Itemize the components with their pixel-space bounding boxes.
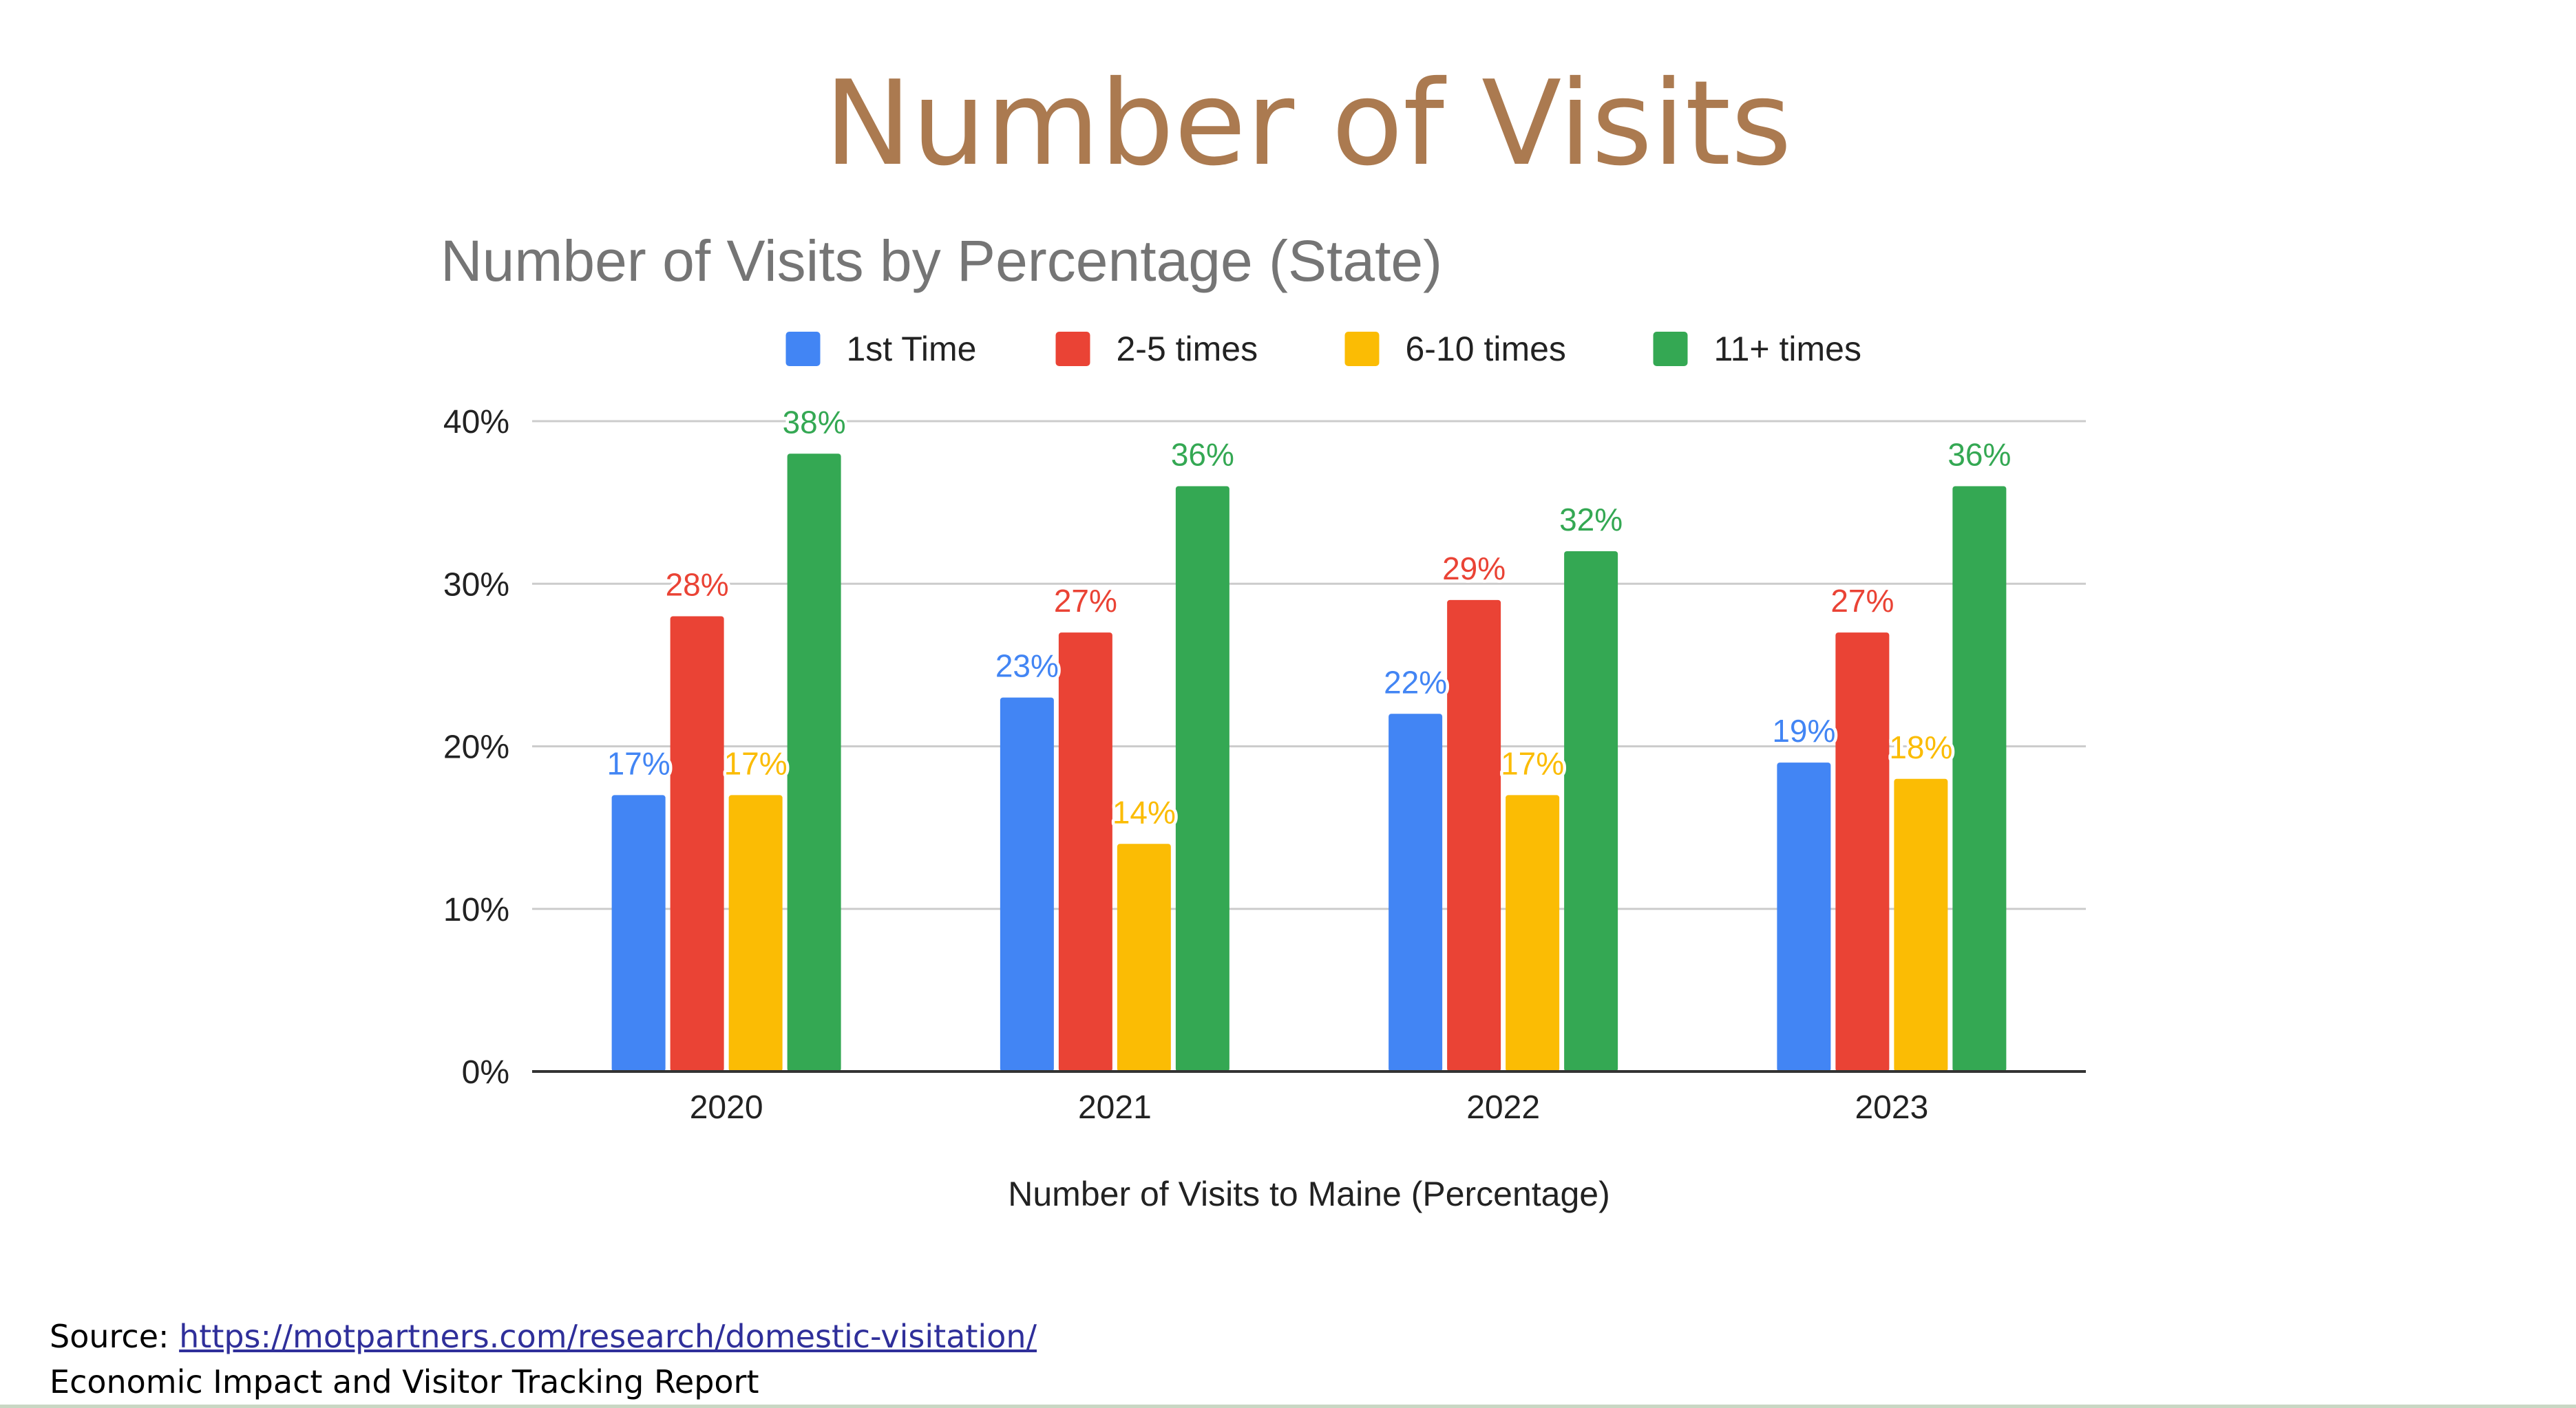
bar bbox=[728, 795, 783, 1071]
legend-label: 6-10 times bbox=[1406, 330, 1566, 368]
bar bbox=[1777, 762, 1831, 1071]
slide-title: Number of Visits bbox=[824, 56, 1792, 192]
data-label: 27% bbox=[1830, 583, 1894, 619]
bar bbox=[1389, 714, 1443, 1071]
source-link[interactable]: https://motpartners.com/research/domesti… bbox=[179, 1318, 1037, 1355]
legend-label: 11+ times bbox=[1714, 330, 1861, 368]
bar bbox=[1117, 844, 1171, 1071]
legend-swatch bbox=[1344, 332, 1380, 366]
bar bbox=[1952, 486, 2007, 1071]
data-label: 36% bbox=[1171, 437, 1234, 473]
data-label: 38% bbox=[783, 404, 846, 440]
legend-swatch bbox=[1055, 332, 1090, 366]
x-tick-label: 2021 bbox=[1078, 1089, 1152, 1126]
data-label: 14% bbox=[1112, 794, 1176, 830]
data-label: 29% bbox=[1442, 551, 1506, 586]
x-tick-label: 2020 bbox=[690, 1089, 763, 1126]
data-label: 17% bbox=[607, 745, 671, 781]
data-label: 17% bbox=[724, 745, 788, 781]
chart-title: Number of Visits by Percentage (State) bbox=[441, 228, 1442, 293]
x-tick-label: 2022 bbox=[1466, 1089, 1540, 1126]
bar bbox=[1564, 551, 1618, 1071]
legend-swatch bbox=[1653, 332, 1688, 366]
y-tick-label: 20% bbox=[443, 729, 509, 766]
bar bbox=[787, 454, 841, 1071]
data-label: 28% bbox=[666, 567, 729, 603]
source-label: Source: bbox=[50, 1318, 180, 1355]
source-line: Source: https://motpartners.com/research… bbox=[50, 1316, 1037, 1357]
data-label: 22% bbox=[1384, 664, 1447, 700]
data-label: 23% bbox=[995, 648, 1059, 684]
bar bbox=[1447, 599, 1501, 1071]
x-tick-label: 2023 bbox=[1855, 1089, 1928, 1126]
legend-label: 1st Time bbox=[847, 330, 977, 368]
bar-chart: Number of Visits by Percentage (State) 0%… bbox=[441, 228, 2086, 1213]
data-label: 18% bbox=[1889, 729, 1952, 765]
bar bbox=[1058, 632, 1112, 1071]
y-tick-label: 0% bbox=[462, 1054, 509, 1091]
data-label: 17% bbox=[1501, 745, 1564, 781]
bar bbox=[670, 616, 724, 1071]
bar bbox=[1000, 697, 1054, 1071]
y-tick-label: 40% bbox=[443, 404, 509, 440]
bottom-rule bbox=[0, 1405, 2576, 1408]
legend-swatch bbox=[785, 332, 821, 366]
x-axis-label: Number of Visits to Maine (Percentage) bbox=[1008, 1175, 1609, 1213]
data-label: 27% bbox=[1054, 583, 1117, 619]
y-tick-label: 30% bbox=[443, 566, 509, 603]
data-label: 19% bbox=[1772, 713, 1835, 749]
bar bbox=[1835, 632, 1890, 1071]
bar bbox=[611, 795, 666, 1071]
bar bbox=[1894, 778, 1948, 1071]
bar bbox=[1506, 795, 1560, 1071]
legend-label: 2-5 times bbox=[1117, 330, 1258, 368]
data-label: 36% bbox=[1947, 437, 2011, 473]
report-name: Economic Impact and Visitor Tracking Rep… bbox=[50, 1363, 759, 1400]
y-tick-label: 10% bbox=[443, 892, 509, 928]
data-label: 32% bbox=[1559, 502, 1623, 537]
bar bbox=[1175, 486, 1229, 1071]
